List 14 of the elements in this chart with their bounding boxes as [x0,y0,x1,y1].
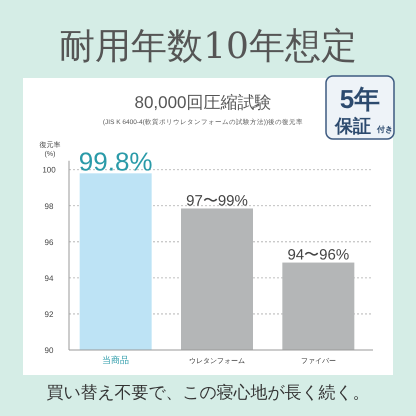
data-label: 99.8% [78,146,153,176]
annotation: 買い替え不要で、この寝心地が長く続く。 [46,383,370,402]
annotation: 94〜96% [287,246,350,264]
y-tick-label: 94 [44,274,54,283]
x-tick-label: 当商品 [102,355,130,366]
y-tick-label: 98 [44,202,54,211]
title: 耐用年数10年想定 [59,26,357,67]
y-tick-label: 92 [44,310,54,319]
annotation: 97〜99% [186,192,248,210]
subtitle: 80,000回圧縮試験 [134,93,272,112]
y-tick-label: 90 [44,346,54,355]
y-tick-label: 96 [44,238,54,247]
y-tick-label: 100 [42,166,56,175]
annotation: 5年保証付き [325,75,395,140]
